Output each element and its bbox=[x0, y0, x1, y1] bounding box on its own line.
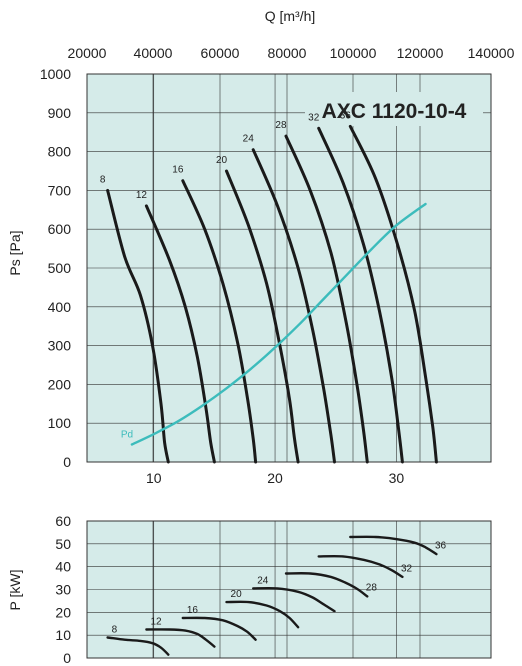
ps-tick-label-800: 800 bbox=[48, 144, 72, 160]
ps-tick-label-100: 100 bbox=[48, 415, 72, 431]
power-curve-12 bbox=[145, 628, 216, 648]
ps-tick-label-300: 300 bbox=[48, 338, 72, 354]
p-tick-label-0: 0 bbox=[63, 650, 71, 666]
ps-curve-32 bbox=[317, 126, 404, 464]
ps-tick-label-0: 0 bbox=[63, 454, 71, 470]
velocity-tick-label-20: 20 bbox=[267, 470, 283, 486]
q-tick-label-140000: 140000 bbox=[468, 45, 515, 61]
ps-curve-16 bbox=[181, 179, 258, 464]
ps-tick-label-400: 400 bbox=[48, 299, 72, 315]
p-tick-label-50: 50 bbox=[55, 536, 71, 552]
ps-axis-title: Ps [Pa] bbox=[7, 230, 23, 275]
q-tick-label-100000: 100000 bbox=[330, 45, 377, 61]
ps-curve-label-12: 12 bbox=[136, 190, 148, 201]
p-tick-label-10: 10 bbox=[55, 627, 71, 643]
power-curve-label-28: 28 bbox=[366, 582, 378, 593]
q-tick-label-20000: 20000 bbox=[68, 45, 107, 61]
ps-curve-36 bbox=[348, 124, 438, 464]
ps-curve-label-28: 28 bbox=[275, 120, 287, 131]
power-curve-label-32: 32 bbox=[401, 564, 413, 575]
ps-tick-label-700: 700 bbox=[48, 182, 72, 198]
power-curve-24 bbox=[252, 586, 336, 613]
ps-curve-20 bbox=[225, 169, 300, 464]
ps-tick-label-600: 600 bbox=[48, 221, 72, 237]
ps-curve-label-32: 32 bbox=[308, 112, 320, 123]
q-tick-label-80000: 80000 bbox=[268, 45, 307, 61]
ps-curve-label-24: 24 bbox=[243, 134, 255, 145]
ps-tick-label-500: 500 bbox=[48, 260, 72, 276]
pressure-plot-frame bbox=[86, 73, 492, 463]
p-axis-title: P [kW] bbox=[7, 570, 23, 611]
ps-curve-12 bbox=[144, 204, 216, 464]
power-curve-32 bbox=[317, 554, 404, 579]
power-curve-16 bbox=[181, 616, 257, 641]
pd-curve bbox=[130, 202, 427, 446]
power-curve-label-8: 8 bbox=[112, 624, 118, 635]
q-tick-label-40000: 40000 bbox=[134, 45, 173, 61]
power-curve-label-12: 12 bbox=[150, 616, 162, 627]
velocity-tick-label-30: 30 bbox=[389, 470, 405, 486]
ps-curve-24 bbox=[251, 148, 336, 464]
p-tick-label-60: 60 bbox=[55, 513, 71, 529]
ps-tick-label-200: 200 bbox=[48, 376, 72, 392]
power-curve-label-16: 16 bbox=[187, 605, 199, 616]
power-curve-36 bbox=[349, 535, 438, 556]
pressure-curves: 8 12 16 20 24 28 32 36 Pd bbox=[100, 110, 438, 464]
model-title-backdrop bbox=[305, 92, 483, 126]
ps-curve-28 bbox=[284, 134, 369, 464]
ps-curve-8 bbox=[106, 188, 170, 464]
p-tick-label-40: 40 bbox=[55, 559, 71, 575]
power-panel: 0 10 20 30 40 50 60 P [kW] 8 12 16 20 24 28 32 36 bbox=[7, 513, 492, 666]
model-title: AXC 1120-10-4 bbox=[322, 100, 467, 123]
q-tick-label-120000: 120000 bbox=[397, 45, 444, 61]
ps-curve-label-20: 20 bbox=[216, 155, 228, 166]
ps-tick-label-900: 900 bbox=[48, 105, 72, 121]
p-tick-label-20: 20 bbox=[55, 604, 71, 620]
q-axis-title: Q [m³/h] bbox=[265, 8, 316, 24]
power-curve-8 bbox=[106, 636, 170, 656]
ps-curve-label-8: 8 bbox=[100, 174, 106, 185]
ps-tick-label-1000: 1000 bbox=[40, 66, 71, 82]
pressure-panel: 0 100 200 300 400 500 600 700 800 900 1000 20000 400… bbox=[7, 8, 515, 486]
q-tick-label-60000: 60000 bbox=[201, 45, 240, 61]
ps-curve-label-36: 36 bbox=[340, 110, 352, 121]
power-curves: 8 12 16 20 24 28 32 36 bbox=[106, 535, 447, 656]
power-curve-label-24: 24 bbox=[257, 575, 269, 586]
velocity-tick-label-10: 10 bbox=[146, 470, 162, 486]
pd-curve-label: Pd bbox=[121, 430, 133, 441]
p-tick-label-30: 30 bbox=[55, 582, 71, 598]
power-plot-frame bbox=[86, 520, 492, 659]
power-curve-label-20: 20 bbox=[231, 589, 243, 600]
ps-curve-label-16: 16 bbox=[172, 165, 184, 176]
power-curve-20 bbox=[225, 600, 300, 629]
power-curve-28 bbox=[284, 572, 369, 598]
power-curve-label-36: 36 bbox=[435, 541, 447, 552]
